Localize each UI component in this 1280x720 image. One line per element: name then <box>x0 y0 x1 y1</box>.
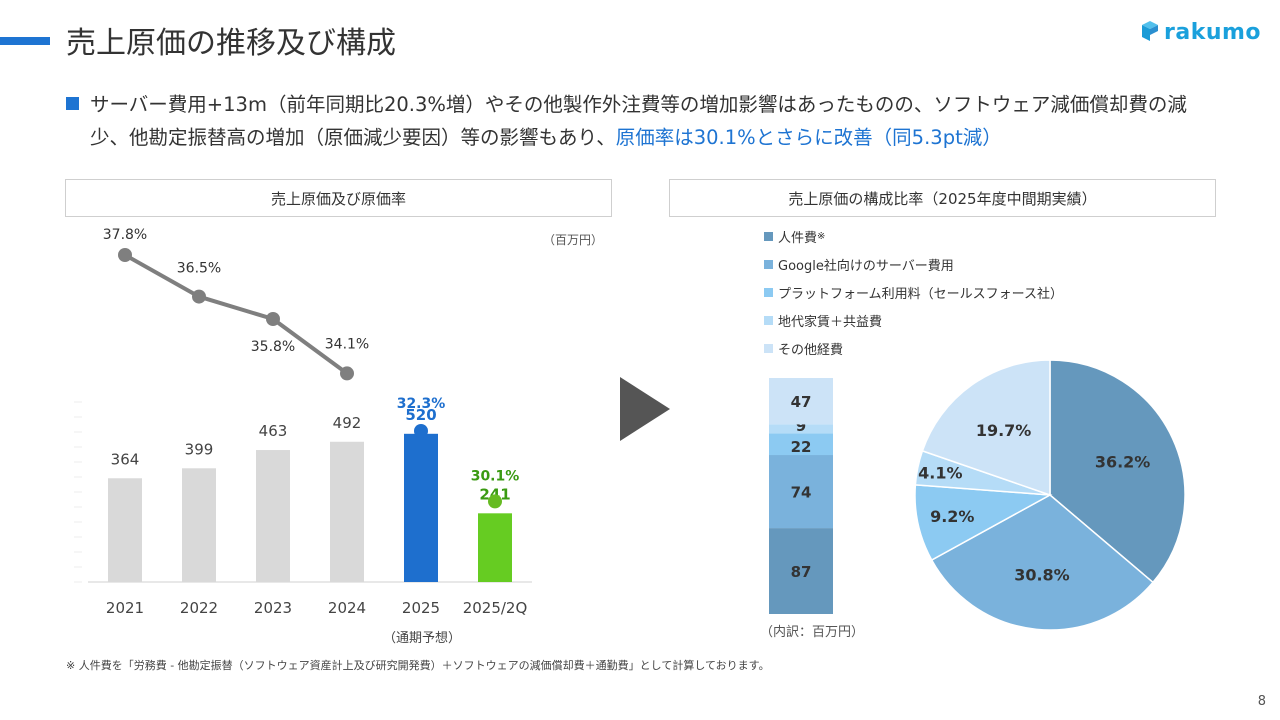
pie-slice <box>1049 359 1186 584</box>
right-panel-title: 売上原価の構成比率（2025年度中間期実績） <box>669 179 1216 217</box>
faint-axis-ticks <box>74 401 82 583</box>
legend-label: 人件費 <box>778 230 818 246</box>
summary-main: サーバー費用+13m（前年同期比20.3%増）やその他製作外注費等の増加影響はあ… <box>90 93 1187 149</box>
cost-bar <box>330 441 364 582</box>
x-tick-label: 2025/2Q <box>463 599 528 617</box>
stack-unit-label: （内訳：百万円） <box>760 625 865 640</box>
legend-swatch <box>764 231 773 241</box>
bullet-square <box>66 97 79 110</box>
summary-text: サーバー費用+13m（前年同期比20.3%増）やその他製作外注費等の増加影響はあ… <box>90 88 1220 154</box>
cost-bar-label: 399 <box>185 440 214 458</box>
rakumo-logo-icon <box>1142 21 1158 41</box>
forecast-note: （通期予想） <box>383 631 462 646</box>
footnote: ※ 人件費を「労務費 - 他勘定振替（ソフトウェア資産計上及び研究開発費）＋ソフ… <box>66 659 770 672</box>
pie-label: 30.8% <box>1014 566 1070 585</box>
legend-label: プラットフォーム利用料（セールスフォース社） <box>778 286 1063 302</box>
ratio-label: 32.3% <box>397 396 446 412</box>
x-tick-label: 2023 <box>254 599 292 617</box>
ratio-label: 37.8% <box>103 227 147 243</box>
ratio-point <box>414 424 428 438</box>
x-tick-label: 2025 <box>402 599 440 617</box>
legend-swatch <box>764 259 773 269</box>
summary-highlight: 原価率は30.1%とさらに改善（同5.3pt減） <box>615 126 1002 149</box>
ratio-point <box>118 248 132 262</box>
stack-label: 47 <box>791 393 812 411</box>
cost-bar-label: 520 <box>405 406 436 424</box>
cost-bar <box>108 478 142 582</box>
composition-legend: 人件費 ※ Google社向けのサーバー費用プラットフォーム利用料（セールスフォース… <box>764 222 1063 362</box>
legend-item: プラットフォーム利用料（セールスフォース社） <box>764 278 1063 306</box>
ratio-label: 36.5% <box>177 261 221 277</box>
legend-note: ※ <box>817 230 826 242</box>
pie-slice <box>921 359 1051 497</box>
legend-swatch <box>764 343 773 353</box>
stack-segment <box>769 528 833 614</box>
ratio-label: 30.1% <box>471 468 520 484</box>
legend-item: Google社向けのサーバー費用 <box>764 250 1063 278</box>
x-tick-label: 2024 <box>328 599 366 617</box>
stack-label: 87 <box>791 563 812 581</box>
cost-bar-label: 463 <box>259 422 288 440</box>
stack-segment <box>769 455 833 529</box>
pie-label: 4.1% <box>918 463 962 482</box>
pie-slice <box>930 494 1154 631</box>
ratio-point <box>488 494 502 509</box>
composition-stack-chart: 87 74 22 9 47 <box>769 378 833 614</box>
ratio-point <box>192 289 206 304</box>
cost-bar-label: 364 <box>111 450 140 468</box>
cost-bar <box>182 468 216 582</box>
legend-item: 地代家賃＋共益費 <box>764 306 1063 334</box>
stack-label: 9 <box>796 417 806 435</box>
cost-bar <box>478 513 512 582</box>
legend-swatch <box>764 315 773 325</box>
logo-text: rakumo <box>1164 19 1262 45</box>
ratio-label: 34.1% <box>325 336 369 352</box>
page-number: 8 <box>1257 694 1266 709</box>
stack-segment <box>769 378 833 425</box>
pie-label: 36.2% <box>1095 452 1151 471</box>
title-accent-bar <box>0 37 50 45</box>
stack-label: 22 <box>791 438 812 456</box>
stack-segment <box>769 433 833 456</box>
left-panel-title: 売上原価及び原価率 <box>65 179 612 217</box>
x-tick-label: 2022 <box>180 599 218 617</box>
rakumo-logo: rakumo <box>1140 18 1261 46</box>
legend-label: Google社向けのサーバー費用 <box>778 258 954 274</box>
ratio-label: 35.8% <box>251 339 295 355</box>
page-title: 売上原価の推移及び構成 <box>66 26 396 61</box>
pie-label: 9.2% <box>930 507 974 526</box>
cost-bar-label: 492 <box>333 414 362 432</box>
stack-segment <box>769 424 833 434</box>
legend-item: 人件費 ※ <box>764 222 1063 250</box>
arrow-right-icon <box>620 377 670 441</box>
pie-label: 19.7% <box>976 421 1032 440</box>
legend-swatch <box>764 287 773 297</box>
cost-bar <box>256 450 290 582</box>
legend-label: その他経費 <box>778 342 844 358</box>
cost-ratio-chart: 364 399 463 492 520 241 37.8% 36.5% 35.8% 34.1% 3… <box>74 227 532 617</box>
x-tick-label: 2021 <box>106 599 144 617</box>
unit-label: （百万円） <box>543 233 604 247</box>
stack-label: 74 <box>791 484 812 502</box>
composition-pie-chart: 36.2% 30.8% 9.2% 4.1% 19.7% <box>914 359 1186 631</box>
ratio-line <box>124 253 349 376</box>
ratio-point <box>266 312 280 326</box>
legend-item: その他経費 <box>764 334 1063 362</box>
pie-slice <box>914 484 1053 562</box>
cost-bar-label: 241 <box>479 485 510 503</box>
ratio-point <box>340 366 354 381</box>
legend-label: 地代家賃＋共益費 <box>778 314 883 330</box>
cost-bar <box>404 433 438 582</box>
